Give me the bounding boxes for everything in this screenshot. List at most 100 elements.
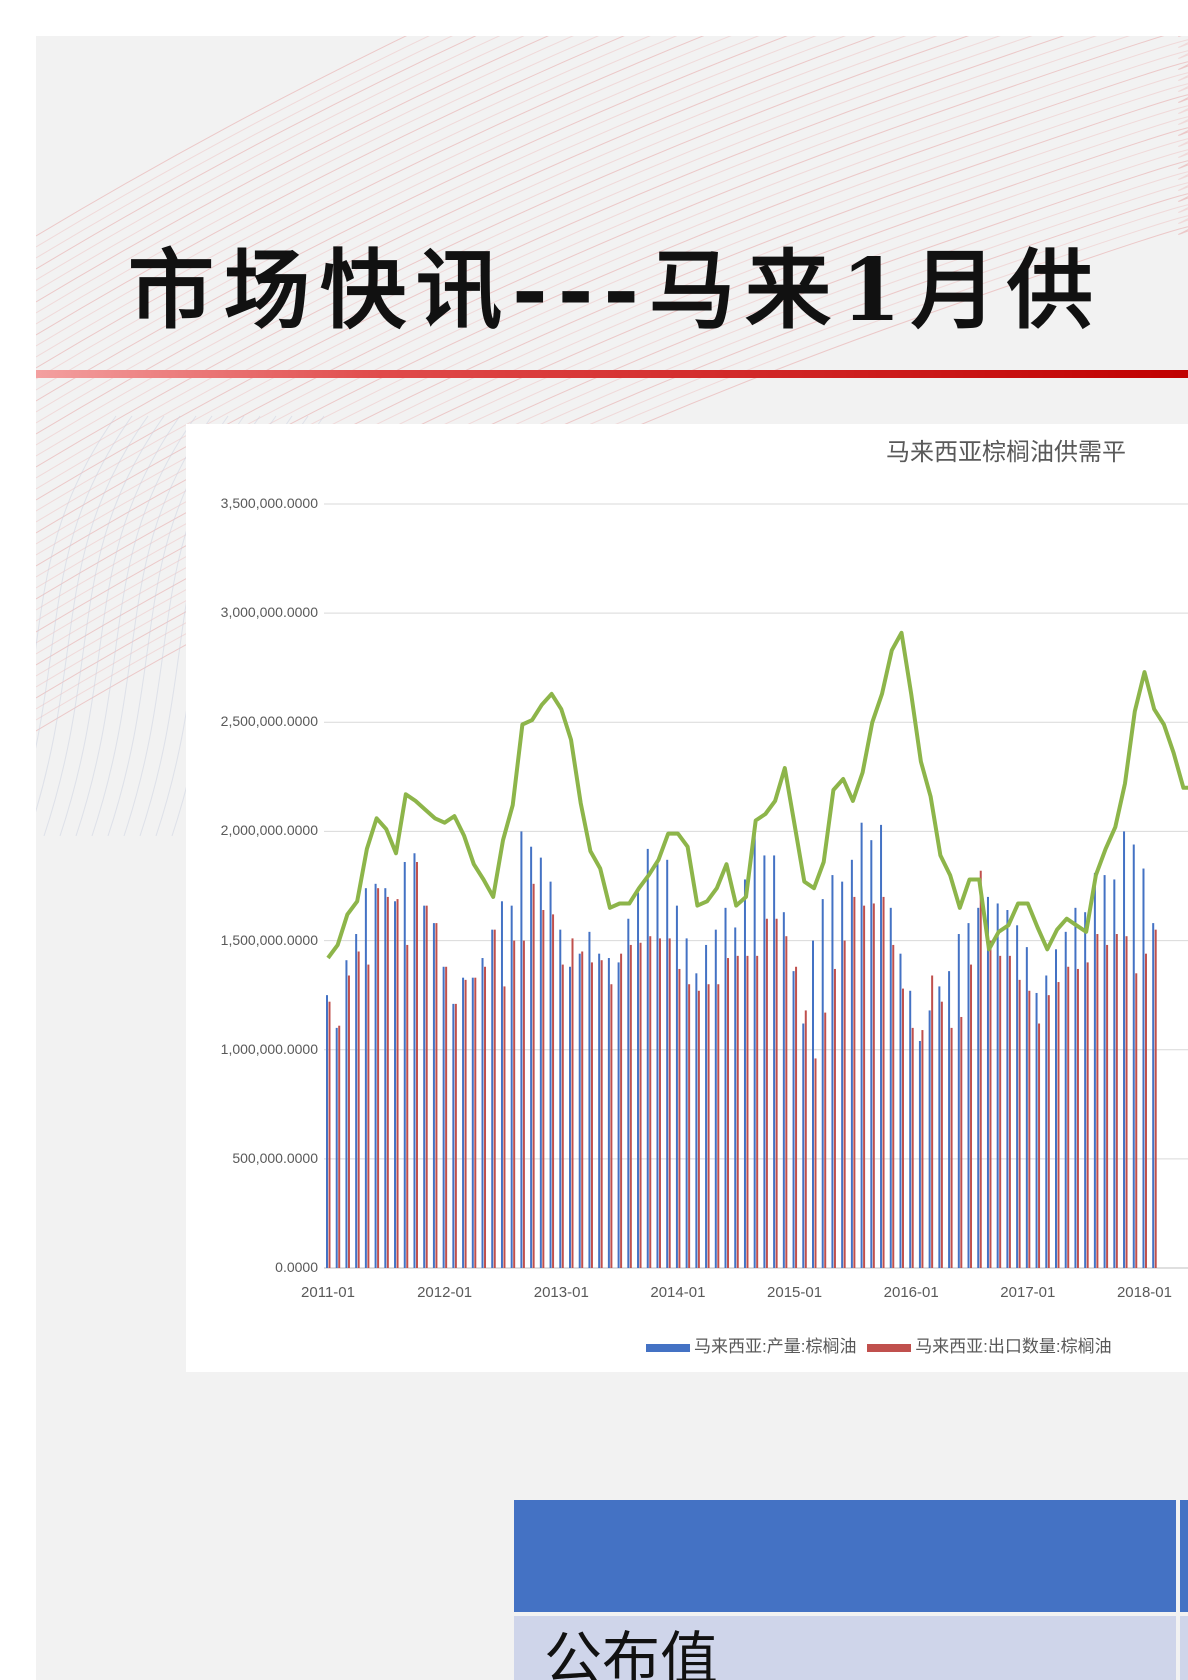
bar-exports [484,966,487,1268]
bar-exports [542,910,545,1268]
bar-exports [940,1001,943,1268]
bar-exports [814,1058,817,1268]
page-title: 市场快讯---马来1月供 [128,240,1103,341]
bar-production [384,888,387,1268]
bar-production [802,1023,805,1268]
bar-exports [843,940,846,1268]
bar-production [1045,975,1048,1268]
wave-line [36,36,817,413]
bar-exports [804,1010,807,1268]
wave-line [36,36,1131,523]
bar-exports [445,966,448,1268]
y-tick-label: 2,000,000.0000 [220,822,318,839]
bar-exports [824,1012,827,1268]
bar-exports [581,951,584,1268]
bar-production [948,971,951,1268]
wave-line [91,415,213,836]
bar-exports [950,1027,953,1268]
bar-production [627,918,630,1268]
bar-production [1113,879,1116,1268]
bar-production [345,960,348,1268]
bar-production [1074,907,1077,1268]
bar-production [637,892,640,1268]
bar-production [880,824,883,1268]
bar-exports [1115,934,1118,1268]
x-tick-label: 2012-01 [417,1284,473,1301]
bar-exports [474,977,477,1268]
bar-production [666,859,669,1268]
y-tick-label: 500,000.0000 [232,1149,318,1166]
bar-production [549,881,552,1268]
bar-production [607,958,610,1268]
wave-line [36,36,625,336]
bar-production [841,881,844,1268]
bar-production [1123,831,1126,1268]
bar-production [646,848,649,1268]
bar-exports [629,944,632,1268]
bar-exports [658,938,661,1268]
bar-exports [833,968,836,1268]
wave-line [43,415,165,836]
wave-line [36,36,1001,479]
bar-production [860,822,863,1268]
bar-exports [1008,955,1011,1268]
bar-production [588,931,591,1268]
bar-production [355,934,358,1268]
wave-line [36,415,133,749]
wave-line [36,36,651,347]
bar-production [977,907,980,1268]
bar-exports [707,984,710,1268]
wave-line [36,36,788,402]
wave-line [36,36,876,435]
bar-exports [600,960,603,1268]
wave-line [36,36,907,446]
bar-exports [1067,966,1070,1268]
bar-exports [901,988,904,1268]
bar-exports [1154,929,1157,1268]
bar-production [520,831,523,1268]
bar-exports [425,905,428,1268]
x-tick-label: 2013-01 [533,1284,589,1301]
bar-exports [756,955,759,1268]
bar-production [812,940,814,1268]
title-divider [36,370,1188,378]
bar-exports [795,966,798,1268]
bar-production [928,1010,931,1268]
table-header-cell [514,1500,1176,1612]
bar-exports [328,1001,331,1268]
bar-exports [571,938,574,1268]
bar-production [909,990,912,1268]
wave-line [36,36,970,468]
bar-exports [590,962,593,1268]
bar-exports [649,936,652,1268]
y-tick-label: 3,500,000.0000 [220,495,318,511]
x-tick-label: 2015-01 [767,1284,823,1301]
bar-exports [911,1027,914,1268]
bar-exports [1076,968,1079,1268]
bar-production [763,855,766,1268]
wave-line [36,36,408,237]
bar-production [1103,875,1106,1268]
table-header-cell-2 [1180,1500,1188,1612]
bar-exports [960,1016,963,1268]
wave-line [59,415,181,836]
bar-exports [921,1030,924,1268]
bar-production [986,896,989,1268]
x-tick-label: 2016-01 [883,1284,939,1301]
bar-production [598,953,601,1268]
x-tick-label: 2017-01 [1000,1284,1056,1301]
bar-exports [561,964,564,1268]
legend-label-exports: 马来西亚:出口数量:棕榈油 [915,1337,1112,1356]
bar-production [1025,947,1028,1268]
bar-exports [1135,973,1138,1268]
bar-production [1055,949,1057,1268]
bar-exports [863,905,866,1268]
bar-production [1093,872,1096,1268]
bar-production [442,966,445,1268]
bar-exports [503,986,506,1268]
bar-exports [338,1025,341,1268]
bar-exports [552,914,555,1268]
bar-production [967,923,970,1268]
y-tick-label: 0.0000 [275,1259,318,1275]
wave-line [36,36,1182,534]
